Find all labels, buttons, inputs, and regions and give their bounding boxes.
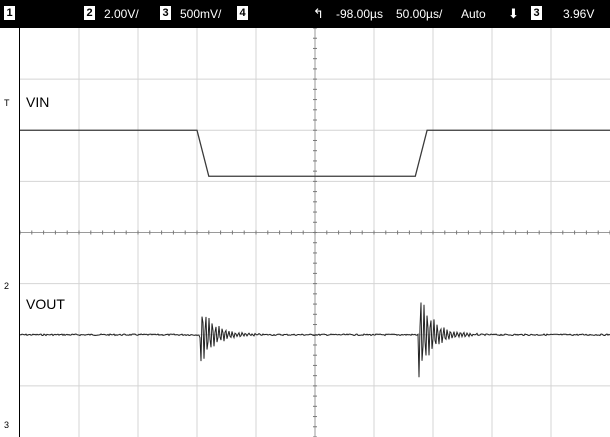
series-label-vout: VOUT — [26, 296, 65, 312]
time-scale: 50.00µs/ — [396, 7, 443, 21]
ch4-indicator[interactable]: 4 — [237, 6, 248, 20]
ch2-indicator[interactable]: 2 — [84, 6, 95, 20]
trigger-mode: Auto — [461, 7, 486, 21]
trigger-level: 3.96V — [563, 7, 595, 21]
channel-marker-strip — [0, 28, 20, 437]
ch1-indicator[interactable]: 1 — [4, 6, 15, 20]
ch3-scale: 500mV/ — [180, 7, 222, 21]
ch3-indicator[interactable]: 3 — [160, 6, 171, 20]
ch3-ground-marker: 3 — [4, 420, 10, 430]
vout-trace — [19, 302, 610, 378]
vin-trace — [20, 129, 610, 177]
time-offset: -98.00µs — [336, 7, 383, 21]
ch2-ground-marker: 2 — [4, 281, 10, 291]
falling-edge-icon: ⬇ — [508, 6, 519, 21]
trigger-source-indicator[interactable]: 3 — [531, 6, 542, 20]
plot-grid — [19, 27, 610, 437]
ch2-scale: 2.00V/ — [104, 7, 139, 21]
trigger-position-icon: ↰ — [313, 6, 324, 21]
trigger-marker: T — [4, 98, 10, 108]
series-label-vin: VIN — [26, 94, 50, 110]
oscilloscope-status-bar: 1 2 2.00V/ 3 500mV/ 4 ↰ -98.00µs 50.00µs… — [0, 0, 610, 28]
